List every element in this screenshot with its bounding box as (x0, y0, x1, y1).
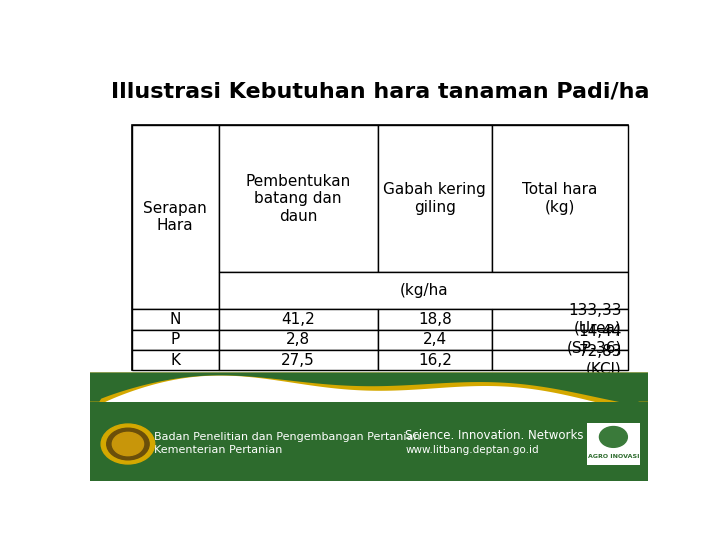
Text: Kementerian Pertanian: Kementerian Pertanian (154, 446, 282, 455)
FancyBboxPatch shape (90, 402, 648, 481)
Text: Serapan
Hara: Serapan Hara (143, 201, 207, 233)
Text: 14,44
(SP-36): 14,44 (SP-36) (567, 323, 622, 356)
FancyBboxPatch shape (378, 350, 492, 370)
FancyBboxPatch shape (219, 309, 378, 329)
FancyBboxPatch shape (219, 272, 629, 309)
FancyBboxPatch shape (378, 125, 492, 272)
Text: 72,83
(KCl): 72,83 (KCl) (578, 344, 622, 376)
Text: Total hara
(kg): Total hara (kg) (523, 183, 598, 215)
Text: AGRO INOVASI: AGRO INOVASI (588, 454, 639, 459)
Text: Illustrasi Kebutuhan hara tanaman Padi/ha: Illustrasi Kebutuhan hara tanaman Padi/h… (111, 82, 649, 102)
Text: (kg/ha: (kg/ha (400, 283, 448, 298)
FancyBboxPatch shape (492, 329, 629, 350)
Text: www.litbang.deptan.go.id: www.litbang.deptan.go.id (405, 446, 539, 455)
FancyBboxPatch shape (219, 350, 378, 370)
Circle shape (101, 424, 155, 464)
FancyBboxPatch shape (132, 125, 629, 370)
Text: 133,33
(Urea): 133,33 (Urea) (568, 303, 622, 335)
FancyBboxPatch shape (219, 329, 378, 350)
FancyBboxPatch shape (132, 125, 219, 309)
Text: N: N (170, 312, 181, 327)
Text: 2,4: 2,4 (423, 332, 447, 347)
FancyBboxPatch shape (219, 125, 378, 272)
Circle shape (600, 427, 627, 447)
Text: 27,5: 27,5 (282, 353, 315, 368)
Text: P: P (171, 332, 180, 347)
Polygon shape (90, 373, 648, 406)
FancyBboxPatch shape (378, 309, 492, 329)
Text: 16,2: 16,2 (418, 353, 451, 368)
FancyBboxPatch shape (492, 125, 629, 272)
Text: Gabah kering
giling: Gabah kering giling (384, 183, 486, 215)
FancyBboxPatch shape (492, 350, 629, 370)
Text: Science. Innovation. Networks: Science. Innovation. Networks (405, 429, 584, 442)
Text: 18,8: 18,8 (418, 312, 451, 327)
Text: Pembentukan
batang dan
daun: Pembentukan batang dan daun (246, 174, 351, 224)
FancyBboxPatch shape (378, 329, 492, 350)
Text: 41,2: 41,2 (282, 312, 315, 327)
FancyBboxPatch shape (132, 350, 219, 370)
FancyBboxPatch shape (492, 309, 629, 329)
FancyBboxPatch shape (587, 423, 640, 465)
Text: 2,8: 2,8 (286, 332, 310, 347)
FancyBboxPatch shape (132, 329, 219, 350)
Text: Badan Penelitian dan Pengembangan Pertanian: Badan Penelitian dan Pengembangan Pertan… (154, 432, 420, 442)
Text: K: K (171, 353, 180, 368)
FancyBboxPatch shape (132, 309, 219, 329)
Circle shape (112, 433, 143, 456)
Circle shape (107, 428, 149, 460)
Polygon shape (90, 373, 648, 412)
